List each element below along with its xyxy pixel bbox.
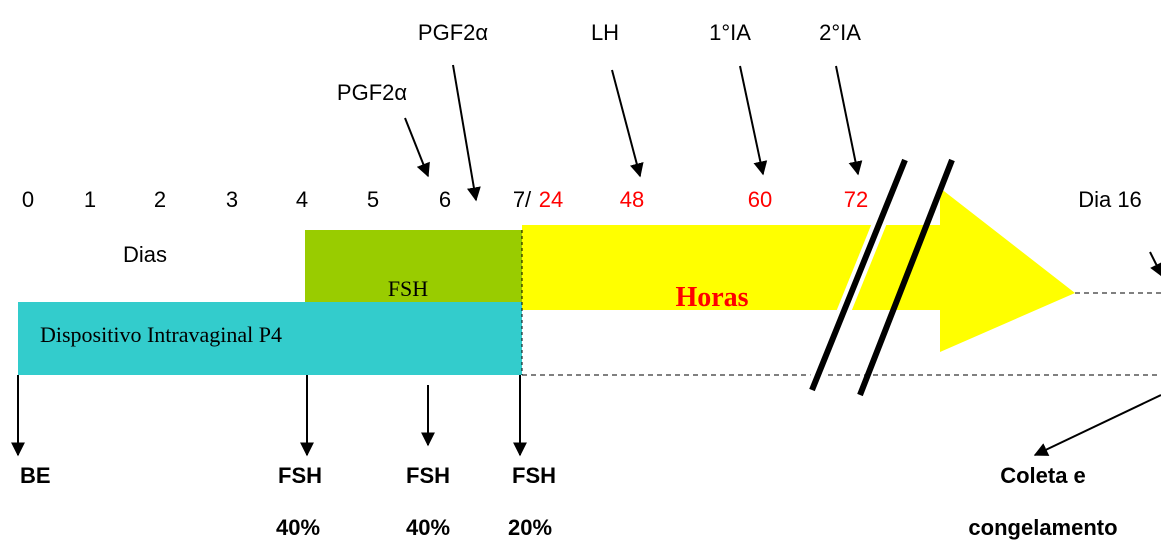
dose: 40% (276, 515, 320, 540)
label: LH (591, 20, 619, 45)
break-line (809, 158, 908, 392)
label: 2°IA (819, 20, 861, 45)
fsh-box (305, 230, 522, 302)
day-label: 6 (439, 187, 451, 212)
day-label: 4 (296, 187, 308, 212)
device-box (18, 302, 522, 375)
device-label: Dispositivo Intravaginal P4 (40, 322, 282, 347)
label: 1°IA (709, 20, 751, 45)
hour-label: 60 (748, 187, 772, 212)
hours-arrow (522, 188, 1075, 352)
label: PGF2α (418, 20, 488, 45)
bottom-label: FSH (512, 463, 556, 488)
day-label: 1 (84, 187, 96, 212)
days-label: Dias (123, 242, 167, 267)
dose: 20% (508, 515, 552, 540)
day-label: 7/ (513, 187, 532, 212)
break-line (857, 158, 955, 397)
arrows (11, 64, 1161, 457)
fsh-box-label: FSH (388, 276, 428, 301)
collection: congelamento (968, 515, 1117, 540)
bottom-label: BE (20, 463, 51, 488)
bottom-label: FSH (406, 463, 450, 488)
end-label: Dia 16 (1078, 187, 1142, 212)
collection: Coleta e (1000, 463, 1086, 488)
dose: 40% (406, 515, 450, 540)
bottom-label: FSH (278, 463, 322, 488)
day-label: 2 (154, 187, 166, 212)
day-label: 0 (22, 187, 34, 212)
hour-label: 48 (620, 187, 644, 212)
label: PGF2α (337, 80, 407, 105)
hour-label: 72 (844, 187, 868, 212)
day-label: 5 (367, 187, 379, 212)
day-label: 3 (226, 187, 238, 212)
hour-label: 24 (539, 187, 563, 212)
hours-label: Horas (675, 282, 748, 313)
